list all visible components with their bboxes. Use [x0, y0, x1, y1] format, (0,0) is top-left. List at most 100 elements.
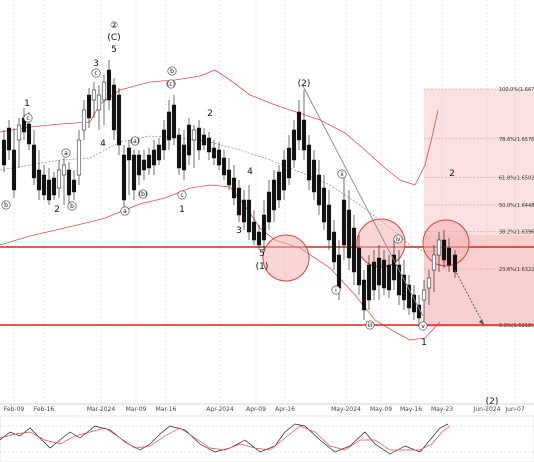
candle-body — [96, 94, 102, 111]
circled-wave-label: i — [331, 285, 341, 295]
highlight-circle — [262, 234, 310, 282]
candle-body — [452, 254, 458, 273]
candle-body — [256, 231, 262, 246]
candle-body — [81, 109, 87, 131]
candle-body — [221, 157, 227, 176]
candle-body — [126, 147, 132, 161]
candle-body — [76, 139, 82, 176]
label-ring — [166, 79, 176, 89]
label-ring — [337, 169, 347, 179]
candle-body — [216, 149, 222, 166]
fib-level-label: 38.2%(1.6396) — [499, 229, 534, 235]
wave-labels: 1 2 3 4 5 (C) ② 2 1 3 4 5 (1) (2) 2 1 (2) — [24, 21, 498, 407]
wave-label: (C) — [107, 33, 120, 43]
wave-label: 5 — [259, 249, 265, 259]
circled-wave-label: ii — [337, 169, 347, 179]
candle-body — [431, 254, 437, 271]
candle-body — [16, 124, 22, 141]
circled-wave-label: (c) — [166, 79, 176, 89]
trend-line — [302, 85, 424, 317]
candle-body — [166, 111, 172, 141]
candle-body — [326, 204, 332, 241]
wave-label: 2 — [207, 109, 213, 119]
candle-body — [186, 124, 192, 156]
wave-label: (2) — [298, 79, 311, 89]
label-ring — [138, 189, 148, 199]
circled-wave-label: v — [418, 321, 428, 331]
label-text: b — [170, 68, 174, 75]
candle-body — [346, 209, 352, 259]
fib-level-label: 100.0%(1.6676) — [499, 87, 534, 93]
candle-body — [161, 129, 167, 151]
bollinger-upper — [0, 69, 439, 186]
candle-body — [31, 144, 37, 179]
candle-body — [226, 169, 232, 186]
circled-wave-label: c — [23, 113, 33, 123]
candle-body — [386, 264, 392, 291]
candle-body — [436, 239, 442, 256]
candle-body — [141, 159, 147, 171]
label-text: b — [4, 202, 8, 209]
wave-label: 3 — [236, 226, 242, 236]
candle-body — [211, 147, 217, 159]
circled-wave-label: b — [1, 200, 11, 210]
candle-body — [11, 149, 17, 191]
circled-wave-label: c — [177, 190, 187, 200]
label-text: (c) — [167, 81, 175, 88]
fib-level-label: 78.6%(1.6578) — [499, 137, 534, 143]
wave-label: (1) — [256, 262, 269, 272]
candle-body — [61, 164, 67, 176]
label-ring — [167, 66, 177, 76]
label-ring — [1, 200, 11, 210]
candle-body — [101, 81, 107, 101]
candle-body — [331, 231, 337, 263]
label-ring — [365, 320, 375, 330]
label-text: c — [94, 70, 97, 77]
x-axis-ticks: Feb-09 Feb-16 Mar-2024 Mar-09 Mar-16 Apr-2024… — [4, 406, 525, 413]
label-text: c — [26, 115, 29, 122]
circled-wave-label: iii — [365, 320, 375, 330]
label-text: a — [64, 150, 68, 157]
candle-body — [361, 279, 367, 311]
wave-label: 1 — [179, 205, 185, 215]
label-ring — [177, 190, 187, 200]
fib-level-label: 61.8%(1.6502) — [499, 176, 534, 182]
candle-body — [306, 144, 312, 181]
wave-label: 5 — [111, 45, 117, 55]
candle-body — [51, 177, 57, 196]
x-tick-label: Apr-16 — [275, 406, 295, 413]
candle-body — [66, 169, 72, 196]
candle-body — [271, 179, 277, 211]
wave-label: (2) — [486, 397, 499, 407]
grid — [13, 0, 516, 462]
x-tick-label: Apr-2024 — [206, 406, 234, 413]
candle-body — [376, 257, 382, 286]
candle-body — [36, 169, 42, 191]
candle-body — [156, 144, 162, 161]
candle-body — [201, 134, 207, 146]
candle-body — [181, 144, 187, 171]
candle-body — [351, 227, 357, 273]
candle-body — [41, 174, 47, 196]
wave-label: 4 — [100, 139, 106, 149]
candle-body — [196, 127, 202, 151]
circled-wave-label: iv — [393, 234, 403, 244]
label-ring — [120, 206, 130, 216]
candle-body — [291, 129, 297, 161]
label-ring — [61, 148, 71, 158]
candle-body — [91, 89, 97, 101]
wave-label: 2 — [449, 169, 455, 179]
x-tick-label: Feb-16 — [34, 406, 55, 413]
label-text: c — [180, 192, 183, 199]
stochastic-k-line — [0, 423, 449, 455]
candle-body — [316, 174, 322, 206]
candle-body — [336, 254, 342, 289]
candle-body — [266, 191, 272, 223]
circled-wave-label: c — [91, 68, 101, 78]
label-text: (a) — [131, 138, 139, 145]
candle-body — [421, 289, 427, 301]
candle-body — [241, 199, 247, 223]
candle-body — [391, 254, 397, 281]
label-ring — [130, 136, 140, 146]
